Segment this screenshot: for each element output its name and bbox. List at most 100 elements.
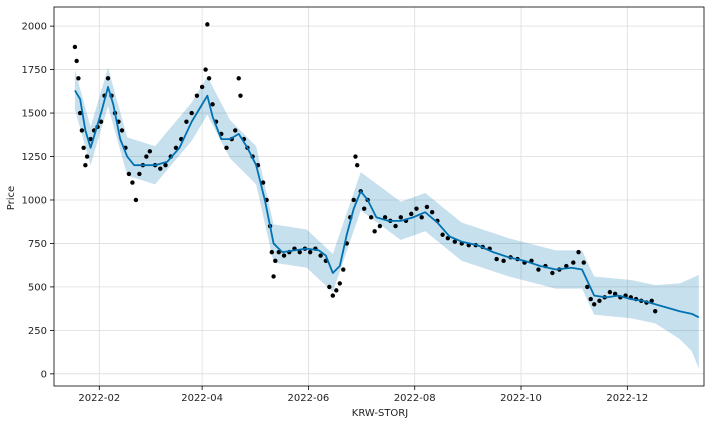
observed-point: [440, 232, 445, 237]
observed-point: [355, 163, 360, 168]
observed-point: [607, 289, 613, 295]
observed-point: [76, 76, 81, 81]
observed-point: [77, 110, 83, 116]
y-tick-label: 500: [28, 282, 47, 293]
observed-point: [337, 281, 342, 286]
observed-point: [203, 67, 208, 72]
observed-point: [105, 76, 111, 81]
observed-point: [126, 171, 132, 177]
x-tick-label: 2022-12: [606, 393, 648, 404]
observed-point: [564, 263, 569, 269]
observed-point: [273, 258, 278, 264]
observed-point: [501, 258, 506, 264]
y-tick-label: 250: [28, 326, 47, 337]
observed-point: [236, 76, 241, 81]
observed-point: [353, 154, 358, 159]
observed-point: [144, 154, 149, 159]
observed-point: [81, 145, 86, 151]
observed-point: [351, 197, 356, 203]
observed-point: [318, 253, 323, 258]
grid: [54, 7, 704, 386]
observed-point: [398, 215, 403, 220]
observed-point: [653, 309, 658, 314]
observed-point: [83, 163, 88, 168]
y-tick-label: 1500: [22, 109, 47, 120]
observed-point: [372, 229, 377, 234]
observed-point: [409, 211, 414, 217]
observed-point: [269, 249, 275, 255]
observed-point: [419, 215, 424, 220]
observed-point: [452, 239, 458, 244]
observed-point: [297, 249, 302, 255]
observed-point: [199, 84, 205, 90]
observed-point: [133, 197, 139, 203]
observed-point: [189, 110, 194, 116]
forecast-path: [74, 86, 700, 319]
observed-point: [585, 284, 590, 290]
observed-point: [72, 44, 78, 50]
observed-point: [206, 76, 212, 81]
observed-point: [119, 128, 125, 133]
observed-point: [130, 180, 135, 185]
x-tick-label: 2022-04: [181, 393, 223, 404]
x-tick-label: 2022-10: [500, 393, 542, 404]
observed-point: [382, 215, 388, 220]
observed-point: [341, 267, 346, 272]
y-tick-label: 1000: [22, 195, 47, 206]
observed-point: [271, 274, 276, 279]
observed-point: [194, 93, 200, 98]
observed-point: [307, 249, 313, 255]
observed-point: [88, 136, 93, 142]
observed-point: [581, 260, 586, 265]
observed-point: [238, 93, 243, 98]
y-tick-label: 2000: [22, 22, 47, 33]
observed-point: [424, 204, 430, 210]
observed-point: [210, 102, 215, 107]
observed-point: [163, 163, 168, 168]
forecast-line: [74, 86, 700, 319]
observed-point: [137, 171, 142, 177]
observed-point: [429, 209, 435, 215]
y-axis-label: Price: [6, 186, 17, 210]
observed-point: [281, 253, 287, 258]
observed-point: [361, 206, 367, 211]
x-axis-ticks: 2022-02 2022-04 2022-06 2022-08 2022-10 2022-…: [78, 386, 648, 404]
observed-point: [260, 180, 266, 185]
observed-point: [334, 288, 339, 293]
plot-frame: [53, 6, 705, 387]
observed-point: [414, 206, 419, 211]
observed-point: [588, 296, 593, 302]
y-tick-label: 750: [28, 239, 47, 250]
observed-point: [576, 249, 581, 255]
observed-point: [327, 284, 332, 290]
observed-point: [536, 267, 541, 272]
observed-point: [158, 166, 163, 171]
observed-point: [173, 145, 179, 151]
x-tick-label: 2022-02: [78, 393, 120, 404]
observed-point: [571, 260, 576, 265]
observed-point: [330, 293, 336, 298]
observed-point: [205, 22, 210, 27]
observed-point: [276, 249, 281, 255]
observed-point: [612, 291, 618, 297]
observed-point: [592, 302, 597, 307]
x-tick-label: 2022-08: [394, 393, 436, 404]
observed-point: [494, 256, 499, 262]
observed-point: [74, 58, 79, 64]
y-axis-ticks: 0 250 500 750 1000 1250 1500 1750 2000: [22, 22, 54, 380]
observed-point: [377, 223, 383, 229]
y-tick-label: 1250: [22, 152, 47, 163]
observed-point: [98, 119, 104, 124]
y-tick-label: 1750: [22, 65, 47, 76]
observed-point: [79, 128, 85, 133]
observed-point: [147, 149, 153, 154]
observed-point: [649, 298, 654, 304]
observed-point: [224, 145, 229, 151]
observed-point: [368, 215, 374, 220]
x-axis-label: KRW-STORJ: [352, 408, 408, 419]
x-tick-label: 2022-06: [288, 393, 330, 404]
observed-point: [597, 298, 602, 304]
observed-point: [550, 270, 555, 276]
